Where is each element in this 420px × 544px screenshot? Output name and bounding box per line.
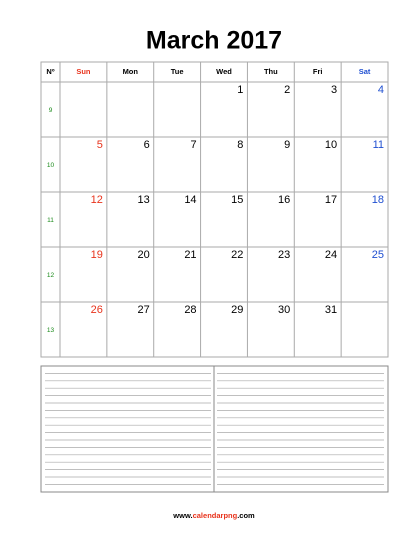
week-number: 9 bbox=[49, 107, 53, 114]
day-number: 5 bbox=[97, 139, 103, 151]
day-number: 25 bbox=[372, 249, 384, 261]
day-number: 14 bbox=[184, 194, 196, 206]
day-number: 9 bbox=[284, 139, 290, 151]
title: March 2017 bbox=[146, 27, 282, 55]
week-number: 12 bbox=[47, 272, 55, 279]
day-number: 3 bbox=[331, 84, 337, 96]
day-number: 23 bbox=[278, 249, 290, 261]
header-cell: Mon bbox=[123, 67, 139, 76]
day-number: 20 bbox=[137, 249, 149, 261]
day-number: 19 bbox=[91, 249, 103, 261]
day-number: 4 bbox=[378, 84, 384, 96]
week-number: 10 bbox=[47, 162, 55, 169]
day-number: 16 bbox=[278, 194, 290, 206]
day-number: 1 bbox=[237, 84, 243, 96]
day-number: 11 bbox=[373, 139, 384, 151]
header-cell: Tue bbox=[171, 67, 184, 76]
day-number: 21 bbox=[184, 249, 196, 261]
day-number: 27 bbox=[137, 304, 149, 316]
day-number: 7 bbox=[190, 139, 196, 151]
day-number: 6 bbox=[144, 139, 150, 151]
header-cell: Sun bbox=[76, 67, 91, 76]
day-number: 24 bbox=[325, 249, 337, 261]
header-cell: Thu bbox=[264, 67, 278, 76]
footer: www.calendarpng.com bbox=[172, 511, 255, 520]
day-number: 15 bbox=[231, 194, 243, 206]
day-number: 10 bbox=[325, 139, 337, 151]
day-number: 12 bbox=[91, 194, 103, 206]
day-number: 2 bbox=[284, 84, 290, 96]
day-number: 26 bbox=[91, 304, 103, 316]
day-number: 30 bbox=[278, 304, 290, 316]
day-number: 8 bbox=[237, 139, 243, 151]
header-cell: Nº bbox=[46, 67, 54, 76]
day-number: 29 bbox=[231, 304, 243, 316]
footer-part: .com bbox=[237, 511, 255, 520]
week-number: 13 bbox=[47, 327, 55, 334]
day-number: 17 bbox=[325, 194, 337, 206]
day-number: 18 bbox=[372, 194, 384, 206]
day-number: 28 bbox=[184, 304, 196, 316]
header-cell: Sat bbox=[359, 67, 371, 76]
header-cell: Fri bbox=[313, 67, 323, 76]
week-number: 11 bbox=[47, 217, 54, 224]
day-number: 13 bbox=[137, 194, 149, 206]
footer-part: www. bbox=[172, 511, 192, 520]
footer-part: calendarpng bbox=[193, 511, 238, 520]
header-cell: Wed bbox=[216, 67, 232, 76]
day-number: 22 bbox=[231, 249, 243, 261]
day-number: 31 bbox=[325, 304, 337, 316]
